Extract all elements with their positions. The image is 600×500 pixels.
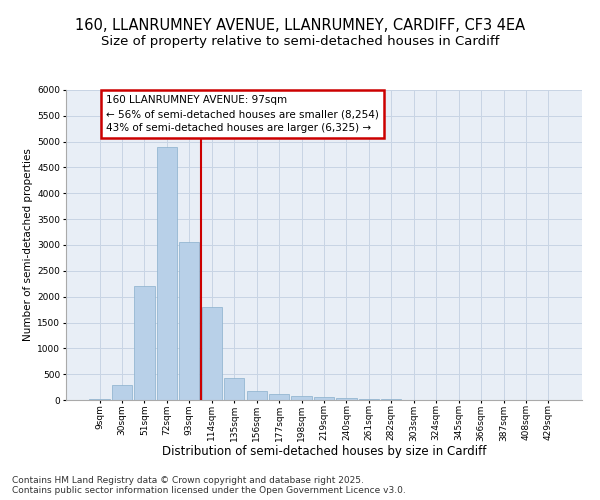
- Text: Size of property relative to semi-detached houses in Cardiff: Size of property relative to semi-detach…: [101, 35, 499, 48]
- Y-axis label: Number of semi-detached properties: Number of semi-detached properties: [23, 148, 33, 342]
- Bar: [134, 286, 155, 400]
- Text: 160 LLANRUMNEY AVENUE: 97sqm
← 56% of semi-detached houses are smaller (8,254)
4: 160 LLANRUMNEY AVENUE: 97sqm ← 56% of se…: [106, 95, 379, 133]
- Bar: [247, 391, 267, 400]
- Bar: [314, 398, 334, 400]
- Bar: [292, 396, 311, 400]
- Bar: [269, 394, 289, 400]
- Bar: [359, 399, 379, 400]
- Text: Contains HM Land Registry data © Crown copyright and database right 2025.
Contai: Contains HM Land Registry data © Crown c…: [12, 476, 406, 495]
- Bar: [157, 147, 177, 400]
- Text: 160, LLANRUMNEY AVENUE, LLANRUMNEY, CARDIFF, CF3 4EA: 160, LLANRUMNEY AVENUE, LLANRUMNEY, CARD…: [75, 18, 525, 32]
- Bar: [112, 384, 132, 400]
- Bar: [179, 242, 199, 400]
- Bar: [89, 398, 110, 400]
- X-axis label: Distribution of semi-detached houses by size in Cardiff: Distribution of semi-detached houses by …: [162, 444, 486, 458]
- Bar: [202, 307, 222, 400]
- Bar: [224, 378, 244, 400]
- Bar: [337, 398, 356, 400]
